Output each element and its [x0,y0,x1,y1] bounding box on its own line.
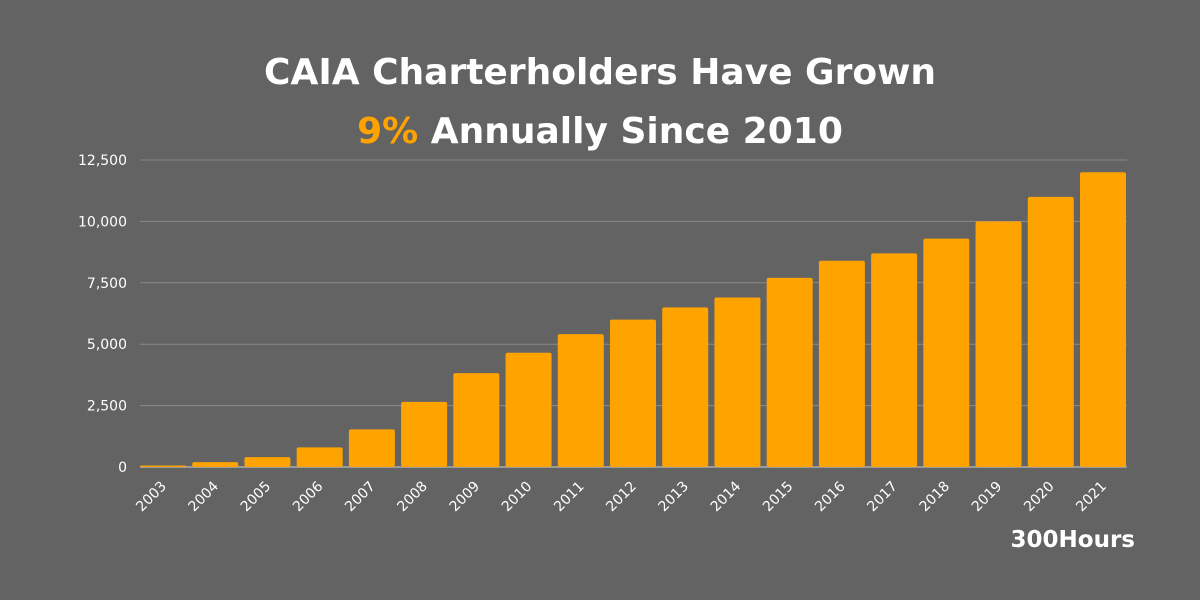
bar-2015 [766,277,813,467]
y-tick-label: 0 [118,460,127,476]
x-tick-label: 2003 [133,479,170,516]
chart-title-line1: CAIA Charterholders Have Grown [264,52,936,93]
chart-title-line2-rest: Annually Since 2010 [418,111,843,152]
bar-2006 [296,447,343,467]
bar-2003 [140,465,186,467]
y-tick-label: 2,500 [87,399,127,415]
x-tick-label: 2004 [186,478,223,515]
x-tick-label: 2008 [394,479,431,516]
x-tick-label: 2011 [551,479,588,516]
bar-2019 [975,221,1022,467]
x-tick-label: 2013 [656,479,693,516]
y-tick-label: 5,000 [87,337,127,353]
y-tick-label: 12,500 [78,153,127,169]
x-tick-label: 2006 [290,478,327,515]
x-tick-label: 2018 [917,479,954,516]
x-tick-label: 2016 [812,478,849,515]
bar-2007 [348,429,395,467]
chart-title-line2: 9% Annually Since 2010 [0,111,1200,152]
bar-2014 [714,297,761,467]
x-tick-label: 2005 [238,479,275,516]
x-tick-label: 2009 [447,479,484,516]
x-tick-label: 2012 [603,479,640,516]
x-tick-label: 2007 [342,479,379,516]
x-tick-label: 2015 [760,479,797,516]
bar-2008 [401,401,448,467]
bar-2018 [923,238,970,467]
bar-2010 [505,352,552,467]
x-tick-label: 2021 [1073,479,1110,516]
y-tick-label: 7,500 [87,276,127,292]
bar-2017 [871,253,918,467]
bar-2012 [610,319,656,467]
bar-2020 [1027,196,1074,467]
x-tick-label: 2017 [864,479,901,516]
x-tick-label: 2014 [708,478,745,515]
x-tick-label: 2010 [499,479,536,516]
bar-2013 [662,307,709,467]
bar-2016 [818,260,865,467]
bar-2021 [1080,172,1126,467]
bar-2005 [244,457,291,467]
bar-2009 [453,373,500,467]
x-tick-label: 2019 [969,479,1006,516]
bar-2011 [557,334,604,467]
y-tick-label: 10,000 [78,214,127,230]
growth-rate-highlight: 9% [357,111,419,152]
bar-2004 [192,462,239,467]
brand-logo-text: 300Hours [1010,527,1135,553]
x-tick-label: 2020 [1021,479,1058,516]
